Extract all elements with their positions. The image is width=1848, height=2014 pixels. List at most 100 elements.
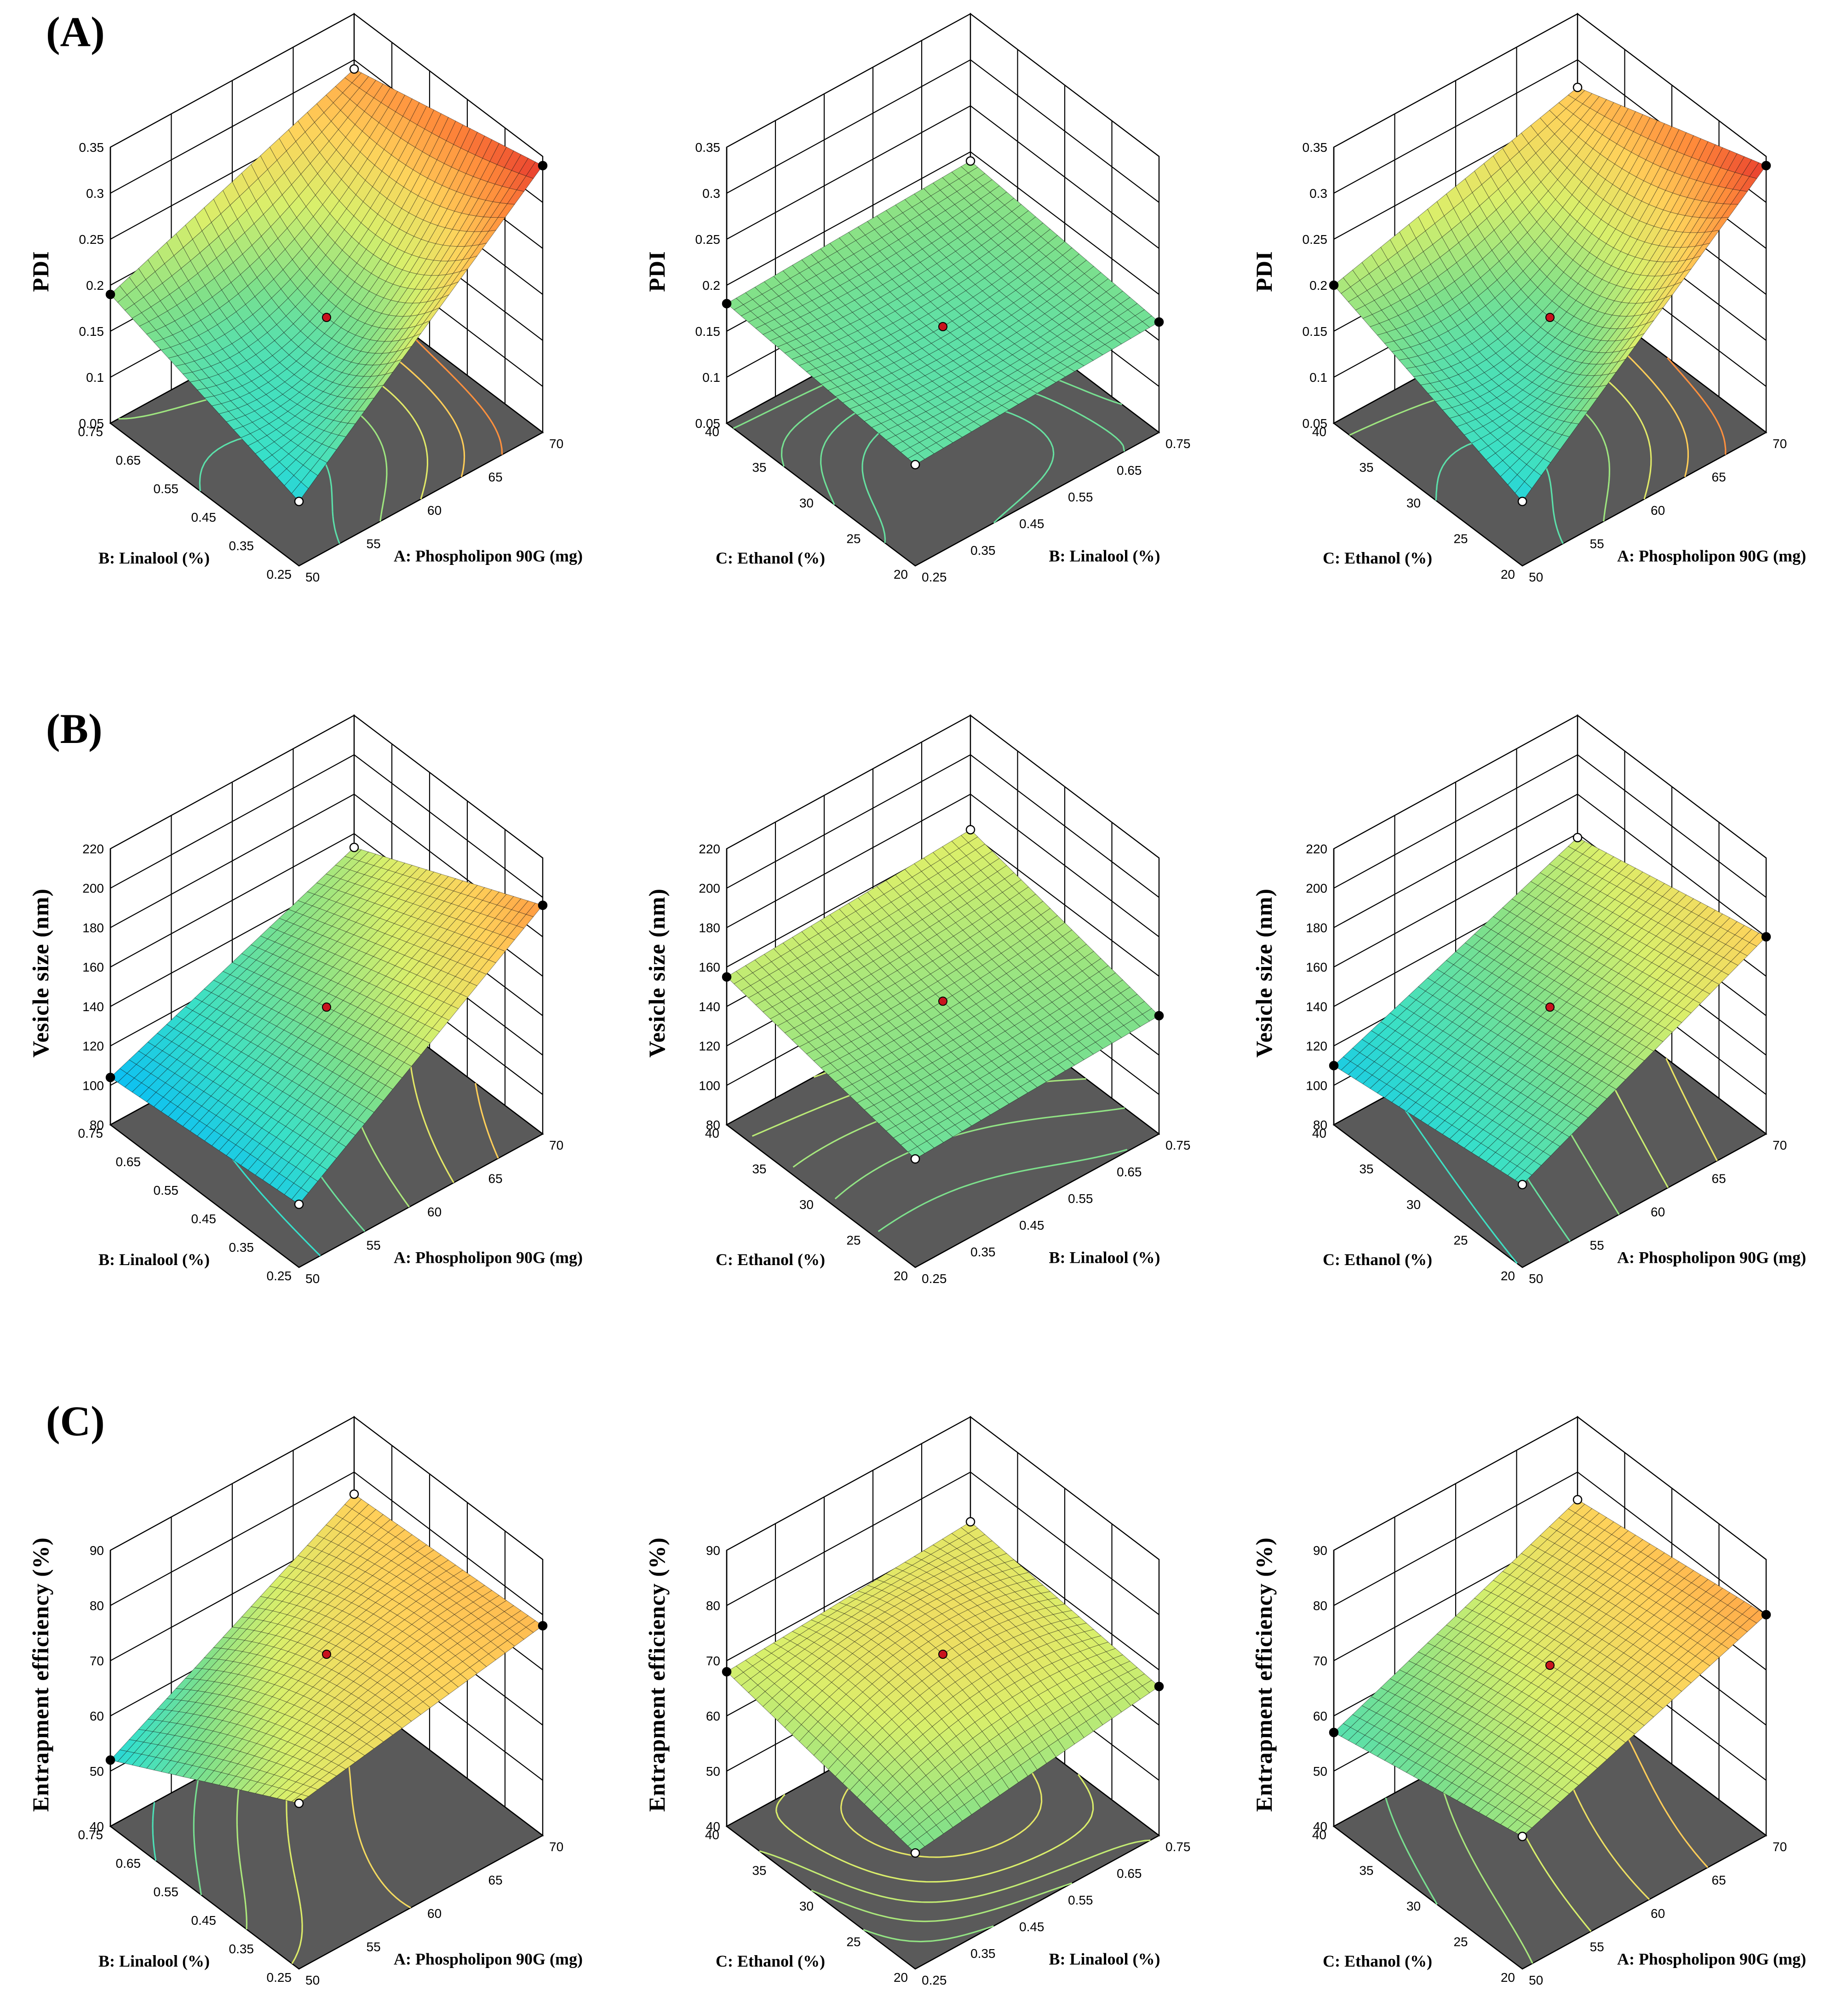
design-point [722, 299, 732, 309]
y-tick-label: 65 [1712, 470, 1726, 484]
y-tick-label: 65 [488, 470, 503, 484]
row-label-a: (A) [46, 8, 105, 55]
z-axis-title: Vesicle size (nm) [1251, 888, 1277, 1058]
z-tick-label: 120 [1306, 1039, 1327, 1053]
x-tick-label: 40 [705, 425, 719, 439]
design-point [722, 972, 732, 982]
x-tick-label: 40 [1312, 425, 1326, 439]
z-axis-title: PDI [644, 251, 670, 292]
y-tick-label: 0.25 [922, 570, 947, 584]
x-tick-label: 25 [1453, 532, 1468, 546]
design-point [538, 161, 548, 171]
z-tick-label: 0.25 [695, 232, 721, 247]
z-tick-label: 0.1 [702, 370, 720, 385]
y-tick-label: 0.75 [1165, 437, 1191, 451]
z-tick-label: 0.1 [1309, 370, 1327, 385]
z-tick-label: 0.2 [702, 278, 720, 293]
y-tick-label: 50 [305, 570, 320, 584]
x-tick-label: 0.55 [154, 1183, 179, 1197]
z-tick-label: 100 [82, 1078, 104, 1093]
z-tick-label: 200 [82, 881, 104, 896]
center-point [1545, 1002, 1555, 1012]
z-tick-label: 120 [699, 1039, 720, 1053]
x-tick-label: 0.65 [116, 1155, 141, 1169]
center-point [322, 1002, 331, 1012]
response-surface [726, 161, 1159, 465]
y-tick-label: 55 [1590, 537, 1604, 551]
y-tick-label: 65 [1712, 1172, 1726, 1186]
y-tick-label: 0.45 [1019, 1218, 1045, 1232]
x-tick-label: 30 [1406, 1197, 1421, 1212]
y-tick-label: 70 [1773, 1138, 1787, 1152]
y-tick-label: 70 [1773, 437, 1787, 451]
x-tick-label: 35 [752, 1162, 766, 1176]
x-axis-title: C: Ethanol (%) [1323, 1250, 1432, 1269]
y-tick-label: 0.55 [1068, 490, 1093, 504]
x-tick-label: 20 [894, 1269, 908, 1283]
y-axis-title: A: Phospholipon 90G (mg) [394, 547, 583, 565]
z-axis-title: Vesicle size (nm) [644, 888, 670, 1058]
x-tick-label: 40 [705, 1126, 719, 1140]
x-axis-title: B: Linalool (%) [98, 549, 210, 567]
y-tick-label: 0.35 [970, 1245, 996, 1259]
y-tick-label: 60 [1651, 503, 1665, 518]
z-tick-label: 0.2 [1309, 278, 1327, 293]
x-tick-label: 25 [846, 532, 861, 546]
design-point [1573, 833, 1583, 842]
z-tick-label: 0.1 [86, 370, 104, 385]
y-axis-title: B: Linalool (%) [1049, 547, 1160, 565]
y-axis-title: B: Linalool (%) [1049, 1249, 1160, 1267]
x-tick-label: 40 [1312, 1126, 1326, 1140]
y-tick-label: 55 [367, 1238, 381, 1253]
z-tick-label: 160 [699, 960, 720, 974]
x-axis-title: C: Ethanol (%) [716, 1250, 825, 1269]
z-tick-label: 0.3 [1309, 186, 1327, 201]
design-point [105, 289, 115, 299]
x-tick-label: 20 [894, 567, 908, 581]
design-point [1761, 932, 1771, 942]
x-tick-label: 0.55 [154, 482, 179, 496]
z-tick-label: 160 [82, 960, 104, 974]
design-point [294, 496, 304, 506]
z-tick-label: 220 [82, 842, 104, 856]
design-point [349, 64, 359, 74]
x-axis-title: B: Linalool (%) [98, 1250, 210, 1269]
design-point [1573, 82, 1583, 92]
x-tick-label: 0.35 [229, 1240, 254, 1254]
design-point [1329, 1061, 1339, 1070]
design-point [910, 1154, 920, 1164]
y-tick-label: 50 [305, 1272, 320, 1286]
x-tick-label: 20 [1501, 567, 1515, 581]
grid-line [726, 59, 1159, 203]
y-tick-label: 0.65 [1117, 1165, 1142, 1179]
y-axis-title: A: Phospholipon 90G (mg) [1617, 547, 1806, 565]
z-tick-label: 0.25 [1303, 232, 1328, 247]
x-tick-label: 25 [846, 1233, 861, 1248]
design-point [1761, 161, 1771, 171]
z-axis-title: Vesicle size (nm) [28, 888, 53, 1058]
x-tick-label: 0.45 [191, 510, 217, 524]
z-tick-label: 0.05 [79, 416, 104, 431]
center-point [938, 996, 947, 1006]
design-point [294, 1199, 304, 1209]
design-point [1517, 1180, 1527, 1190]
y-tick-label: 60 [1651, 1205, 1665, 1219]
z-tick-label: 0.35 [695, 140, 721, 155]
y-tick-label: 70 [549, 1138, 563, 1152]
z-tick-label: 0.15 [79, 324, 104, 339]
z-tick-label: 160 [1306, 960, 1327, 974]
design-point [1154, 1011, 1164, 1021]
surface-cell [291, 482, 309, 502]
center-point [938, 322, 947, 331]
z-tick-label: 140 [1306, 1000, 1327, 1014]
z-tick-label: 180 [699, 921, 720, 935]
x-tick-label: 30 [1406, 496, 1421, 510]
z-tick-label: 120 [82, 1039, 104, 1053]
y-tick-label: 50 [1529, 570, 1543, 584]
y-tick-label: 60 [427, 1205, 442, 1219]
z-tick-label: 200 [1306, 881, 1327, 896]
y-axis-title: A: Phospholipon 90G (mg) [1617, 1249, 1806, 1267]
y-tick-label: 50 [1529, 1272, 1543, 1286]
